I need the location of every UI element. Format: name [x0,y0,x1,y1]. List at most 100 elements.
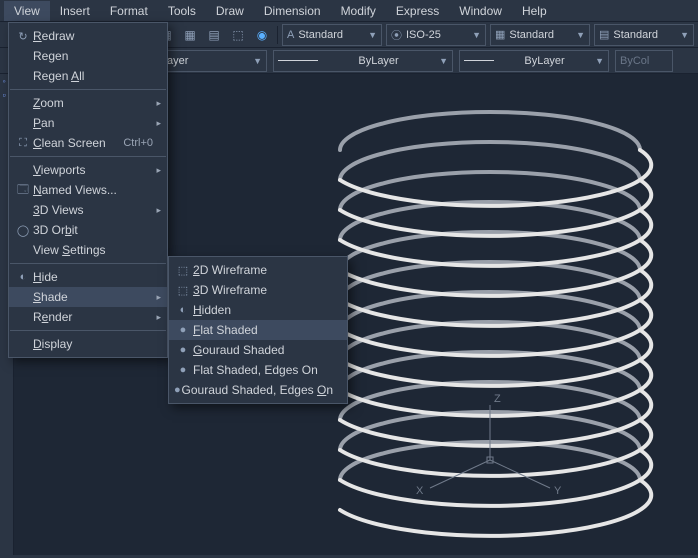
menu-item-label: Display [33,337,153,351]
menu-item-label: Hidden [193,303,333,317]
menu-item[interactable]: ◐Hidden [169,300,347,320]
menu-shortcut: Ctrl+0 [123,137,153,149]
menu-item[interactable]: ◯3D Orbit [9,220,167,240]
chevron-down-icon: ▼ [472,30,481,40]
menu-item[interactable]: Display [9,334,167,354]
menu-item-icon: ● [173,364,193,376]
menu-window[interactable]: Window [449,1,512,21]
menu-item[interactable]: ●Gouraud Shaded [169,340,347,360]
svg-text:Z: Z [494,393,501,405]
menu-item-label: Named Views... [33,183,153,197]
menu-item-label: Pan [33,116,153,130]
style-combo[interactable]: ▦Standard▼ [490,24,590,46]
menu-item[interactable]: ●Gouraud Shaded, Edges On [169,380,347,400]
menu-insert[interactable]: Insert [50,1,100,21]
menu-item-icon: ● [173,384,182,396]
menu-item-label: Redraw [33,29,153,43]
menu-item[interactable]: ⬚2D Wireframe [169,260,347,280]
combo-label: ByLayer [524,55,564,67]
combo-label: ISO-25 [406,29,441,41]
menu-item-label: Zoom [33,96,153,110]
menu-item-icon: ⛶ [13,137,33,150]
menu-item[interactable]: 3D Views▸ [9,200,167,220]
tool-btn[interactable]: ◉ [251,24,273,46]
menubar: ViewInsertFormatToolsDrawDimensionModify… [0,0,698,22]
tool-btn[interactable]: ▦ [179,24,201,46]
menu-item[interactable]: View Settings [9,240,167,260]
menu-item-label: 3D Orbit [33,223,153,237]
menu-express[interactable]: Express [386,1,449,21]
submenu-arrow-icon: ▸ [156,292,161,303]
submenu-arrow-icon: ▸ [156,312,161,323]
menu-item-label: 3D Views [33,203,153,217]
menu-item[interactable]: Regen All [9,66,167,86]
combo-label: Standard [509,29,554,41]
menu-item-icon: 🗔 [13,181,33,200]
submenu-arrow-icon: ▸ [156,118,161,129]
combo-label: ByLayer [358,55,398,67]
menu-tools[interactable]: Tools [158,1,206,21]
menu-item-label: Shade [33,290,153,304]
style-combo[interactable]: AStandard▼ [282,24,382,46]
menu-item[interactable]: 🗔Named Views... [9,180,167,200]
view-menu-dropdown: ↻RedrawRegenRegen AllZoom▸Pan▸⛶Clean Scr… [8,22,168,358]
combo-icon: ▦ [495,28,505,41]
chevron-down-icon: ▼ [595,56,604,66]
menu-item[interactable]: ↻Redraw [9,26,167,46]
menu-item[interactable]: Viewports▸ [9,160,167,180]
menu-item[interactable]: ●Flat Shaded [169,320,347,340]
menu-item[interactable]: ◐Hide [9,267,167,287]
menu-item[interactable]: ⬚3D Wireframe [169,280,347,300]
menu-item-icon: ◯ [13,224,33,237]
combo-label: Standard [298,29,343,41]
tool-btn[interactable]: ⬚ [227,24,249,46]
combo-icon: ⦿ [391,27,402,43]
submenu-arrow-icon: ▸ [156,205,161,216]
menu-item-label: Regen [33,49,153,63]
menu-item[interactable]: Pan▸ [9,113,167,133]
menu-dimension[interactable]: Dimension [254,1,331,21]
lineweight-combo[interactable]: ByLayer ▼ [459,50,609,72]
menu-format[interactable]: Format [100,1,158,21]
menu-modify[interactable]: Modify [331,1,386,21]
linetype-combo[interactable]: ByLayer ▼ [273,50,453,72]
menu-item-icon: ● [173,324,193,336]
menu-item-label: Clean Screen [33,136,111,150]
menu-item[interactable]: ●Flat Shaded, Edges On [169,360,347,380]
menu-item-label: 3D Wireframe [193,283,333,297]
menu-item-icon: ◐ [173,304,193,316]
shade-submenu-dropdown: ⬚2D Wireframe⬚3D Wireframe◐Hidden●Flat S… [168,256,348,404]
tool-btn[interactable]: ▤ [203,24,225,46]
submenu-arrow-icon: ▸ [156,98,161,109]
menu-item[interactable]: Regen [9,46,167,66]
style-combo[interactable]: ▤Standard▼ [594,24,694,46]
menu-help[interactable]: Help [512,1,557,21]
style-combo[interactable]: ⦿ ISO-25 ▼ [386,24,486,46]
svg-text:Y: Y [554,485,562,497]
menu-view[interactable]: View [4,1,50,21]
menu-item-label: Viewports [33,163,153,177]
svg-text:X: X [416,485,424,497]
chevron-down-icon: ▼ [439,56,448,66]
menu-draw[interactable]: Draw [206,1,254,21]
bycolor-combo[interactable]: ByCol [615,50,673,72]
menu-item-icon: ● [173,344,193,356]
menu-item-icon: ⬚ [173,264,193,277]
menu-item-label: Flat Shaded [193,323,333,337]
combo-icon: ▤ [599,28,609,41]
menu-item[interactable]: ⛶Clean Screen Ctrl+0 [9,133,167,153]
menu-item[interactable]: Shade▸ [9,287,167,307]
separator [277,26,278,44]
menu-item-label: Render [33,310,153,324]
combo-label: Standard [613,29,658,41]
menu-item-label: 2D Wireframe [193,263,333,277]
chevron-down-icon: ▼ [368,30,377,40]
menu-item[interactable]: Render▸ [9,307,167,327]
menu-item-label: Flat Shaded, Edges On [193,363,333,377]
menu-item-icon: ⬚ [173,284,193,297]
menu-item-label: Regen All [33,69,153,83]
menu-item-label: Gouraud Shaded, Edges On [182,383,333,397]
menu-item-label: Hide [33,270,153,284]
submenu-arrow-icon: ▸ [156,165,161,176]
menu-item[interactable]: Zoom▸ [9,93,167,113]
